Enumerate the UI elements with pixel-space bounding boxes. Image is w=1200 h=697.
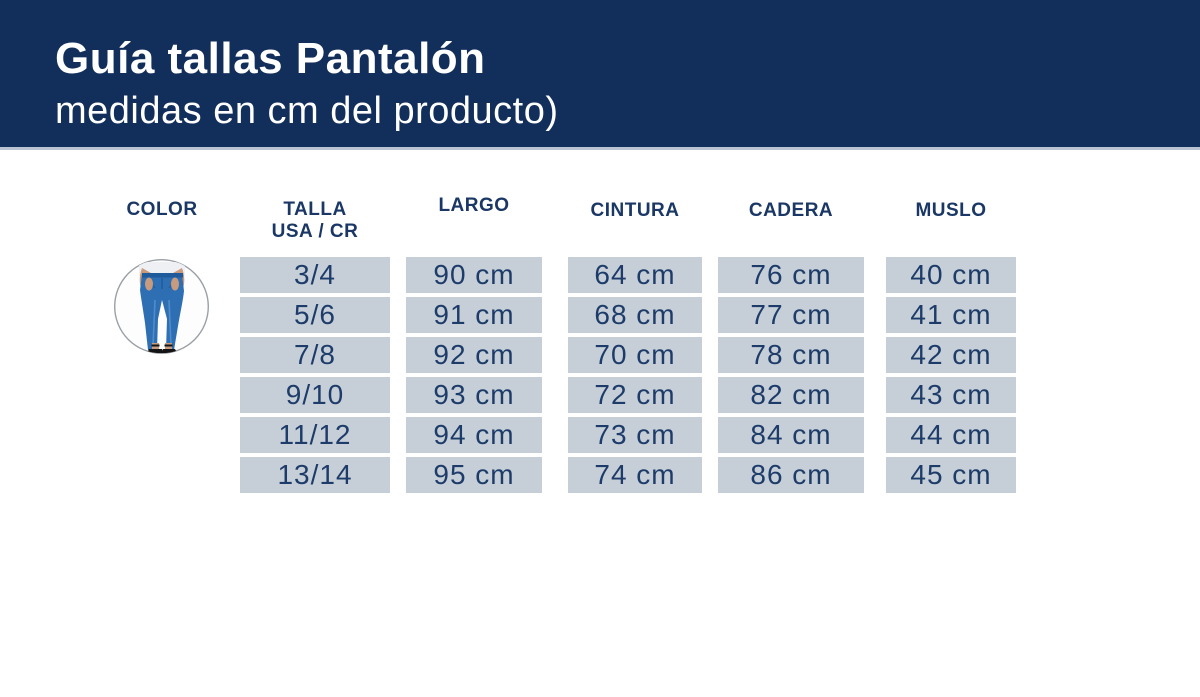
column-header-largo: LARGO <box>438 195 510 216</box>
cell-largo: 90 cm <box>406 257 542 293</box>
table-row: 7/8 92 cm 70 cm 78 cm 42 cm <box>0 337 1200 373</box>
cell-muslo: 40 cm <box>886 257 1016 293</box>
cell-talla: 13/14 <box>240 457 390 493</box>
cell-muslo: 41 cm <box>886 297 1016 333</box>
page-subtitle: medidas en cm del producto) <box>55 90 559 132</box>
table-row: 5/6 91 cm 68 cm 77 cm 41 cm <box>0 297 1200 333</box>
column-header-cintura: CINTURA <box>590 200 680 221</box>
cell-cadera: 86 cm <box>718 457 864 493</box>
cell-cintura: 74 cm <box>568 457 702 493</box>
cell-cintura: 70 cm <box>568 337 702 373</box>
cell-largo: 94 cm <box>406 417 542 453</box>
table-row: 9/10 93 cm 72 cm 82 cm 43 cm <box>0 377 1200 413</box>
cell-largo: 92 cm <box>406 337 542 373</box>
cell-muslo: 44 cm <box>886 417 1016 453</box>
table-row: 3/4 90 cm 64 cm 76 cm 40 cm <box>0 257 1200 293</box>
column-header-color: COLOR <box>126 199 198 220</box>
cell-muslo: 42 cm <box>886 337 1016 373</box>
color-swatch-circle <box>113 258 210 355</box>
cell-largo: 91 cm <box>406 297 542 333</box>
cell-talla: 3/4 <box>240 257 390 293</box>
cell-cintura: 72 cm <box>568 377 702 413</box>
cell-cintura: 64 cm <box>568 257 702 293</box>
cell-largo: 95 cm <box>406 457 542 493</box>
column-header-talla: TALLA USA / CR <box>238 199 392 243</box>
column-header-muslo: MUSLO <box>915 200 987 221</box>
cell-talla: 11/12 <box>240 417 390 453</box>
cell-talla: 9/10 <box>240 377 390 413</box>
cell-cintura: 73 cm <box>568 417 702 453</box>
cell-cadera: 76 cm <box>718 257 864 293</box>
table-row: 13/14 95 cm 74 cm 86 cm 45 cm <box>0 457 1200 493</box>
jeans-photo <box>114 259 209 354</box>
column-header-talla-line2: USA / CR <box>271 221 359 242</box>
cell-cadera: 77 cm <box>718 297 864 333</box>
cell-cadera: 82 cm <box>718 377 864 413</box>
cell-muslo: 43 cm <box>886 377 1016 413</box>
cell-cadera: 78 cm <box>718 337 864 373</box>
cell-largo: 93 cm <box>406 377 542 413</box>
column-header-cadera: CADERA <box>748 200 834 221</box>
cell-cintura: 68 cm <box>568 297 702 333</box>
banner: Guía tallas Pantalón medidas en cm del p… <box>0 0 1200 150</box>
column-header-talla-line1: TALLA <box>283 199 347 220</box>
cell-talla: 5/6 <box>240 297 390 333</box>
cell-muslo: 45 cm <box>886 457 1016 493</box>
page-title: Guía tallas Pantalón <box>55 34 486 83</box>
cell-talla: 7/8 <box>240 337 390 373</box>
cell-cadera: 84 cm <box>718 417 864 453</box>
table-row: 11/12 94 cm 73 cm 84 cm 44 cm <box>0 417 1200 453</box>
